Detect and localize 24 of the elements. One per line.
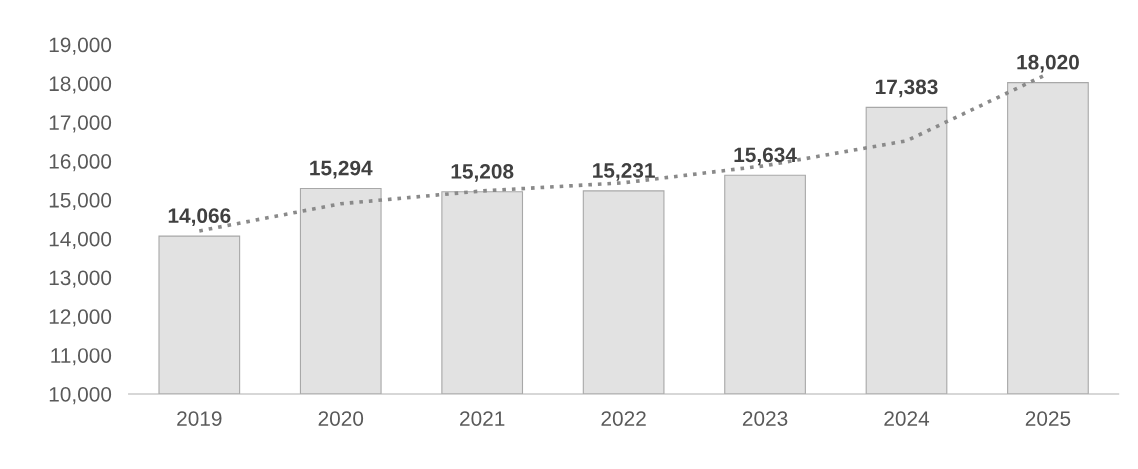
y-tick-label: 11,000 <box>51 348 112 366</box>
x-tick-label: 2024 <box>884 411 930 426</box>
y-tick-label: 15,000 <box>49 192 112 211</box>
x-tick-label: 2022 <box>601 411 646 426</box>
data-label: 17,383 <box>875 79 938 98</box>
y-tick-label: 14,000 <box>49 231 112 249</box>
data-label: 15,294 <box>310 160 373 179</box>
y-tick-label: 17,000 <box>49 115 112 133</box>
x-tick-label: 2021 <box>460 411 505 426</box>
y-tick-label: 10,000 <box>49 386 112 405</box>
y-tick-label: 18,000 <box>49 76 112 94</box>
y-tick-label: 13,000 <box>49 270 112 288</box>
data-label: 15,634 <box>734 147 797 166</box>
data-label: 15,208 <box>451 163 514 182</box>
data-label: 15,231 <box>593 163 655 181</box>
x-tick-label: 2023 <box>742 411 788 426</box>
y-tick-label: 12,000 <box>49 309 112 327</box>
x-tick-label: 2019 <box>177 411 222 426</box>
data-label: 14,066 <box>168 208 231 227</box>
y-tick-label: 19,000 <box>49 37 112 55</box>
data-label: 18,020 <box>1017 54 1079 73</box>
y-tick-label: 16,000 <box>49 154 112 172</box>
x-tick-label: 2025 <box>1025 411 1071 426</box>
x-tick-label: 2020 <box>318 411 364 426</box>
